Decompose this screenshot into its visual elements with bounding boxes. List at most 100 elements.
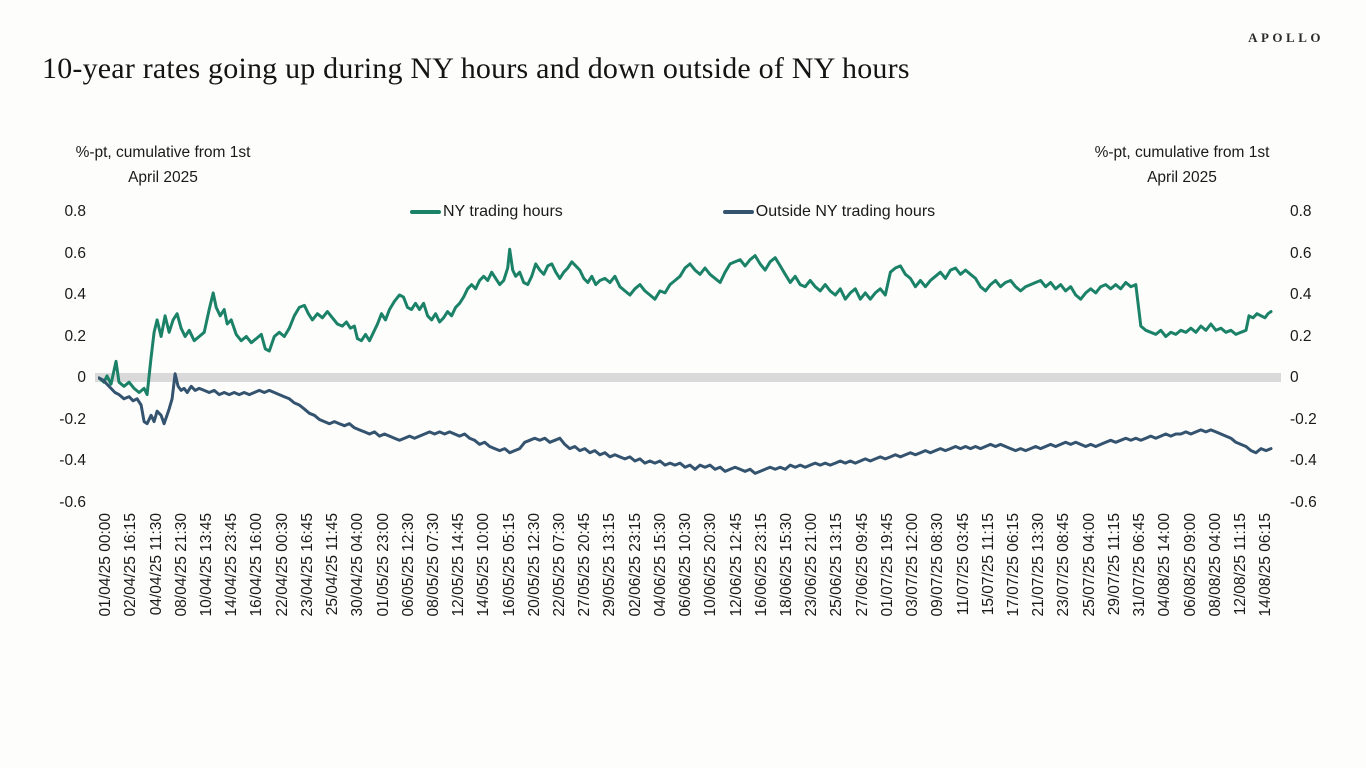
x-tick-slot: 21/07/25 13:30 — [1026, 513, 1051, 616]
x-tick-slot: 01/05/25 23:00 — [370, 513, 395, 616]
x-tick-slot: 02/06/25 23:15 — [623, 513, 648, 616]
x-axis: 01/04/25 00:00 02/04/25 16:15 04/04/25 11:… — [93, 513, 1278, 616]
x-tick-slot: 18/06/25 15:30 — [774, 513, 799, 616]
x-tick-label: 03/07/25 12:00 — [904, 513, 922, 617]
outside-ny-hours-line — [98, 372, 1273, 475]
x-tick-slot: 14/08/25 06:15 — [1253, 513, 1278, 616]
y-tick-label: 0.6 — [1290, 244, 1312, 262]
x-tick-slot: 14/05/25 10:00 — [471, 513, 496, 616]
x-tick-label: 15/07/25 11:15 — [979, 513, 997, 616]
y-tick-label: 0.2 — [64, 327, 86, 345]
x-tick-label: 22/05/25 07:30 — [551, 513, 569, 617]
x-tick-label: 08/08/25 04:00 — [1206, 513, 1224, 617]
x-tick-label: 23/06/25 21:00 — [803, 513, 821, 617]
x-tick-slot: 16/06/25 23:15 — [749, 513, 774, 616]
y-tick-label: 0.6 — [64, 244, 86, 262]
x-tick-slot: 25/07/25 04:00 — [1077, 513, 1102, 616]
x-tick-slot: 29/07/25 11:15 — [1102, 513, 1127, 615]
x-tick-slot: 08/08/25 04:00 — [1203, 513, 1228, 616]
y-axis-unit-label-right: %-pt, cumulative from 1st April 2025 — [1052, 140, 1312, 190]
outside-ny-hours-swatch — [722, 210, 754, 214]
x-tick-slot: 14/04/25 23:45 — [219, 513, 244, 616]
x-tick-label: 23/07/25 08:45 — [1055, 513, 1073, 617]
x-tick-label: 01/04/25 00:00 — [97, 513, 115, 617]
x-tick-slot: 02/04/25 16:15 — [118, 513, 143, 616]
y-tick-label: -0.2 — [1290, 410, 1317, 428]
x-tick-slot: 16/04/25 16:00 — [244, 513, 269, 616]
legend-label: Outside NY trading hours — [755, 203, 936, 220]
x-tick-label: 02/06/25 23:15 — [626, 513, 644, 617]
x-tick-label: 14/08/25 06:15 — [1257, 513, 1275, 617]
legend: NY trading hours Outside NY trading hour… — [410, 203, 935, 221]
x-tick-label: 31/07/25 06:45 — [1131, 513, 1149, 617]
x-tick-label: 04/08/25 14:00 — [1156, 513, 1174, 617]
x-tick-slot: 04/06/25 15:30 — [648, 513, 673, 616]
x-tick-slot: 23/06/25 21:00 — [799, 513, 824, 616]
x-tick-slot: 15/07/25 11:15 — [976, 513, 1001, 615]
x-tick-label: 17/07/25 06:15 — [1004, 513, 1022, 617]
x-tick-label: 04/04/25 11:30 — [147, 513, 165, 616]
plot-area — [98, 247, 1273, 475]
x-tick-slot: 17/07/25 06:15 — [1001, 513, 1026, 616]
x-tick-label: 01/05/25 23:00 — [374, 513, 392, 617]
x-tick-slot: 23/04/25 16:45 — [295, 513, 320, 616]
chart-title: 10-year rates going up during NY hours a… — [42, 52, 910, 85]
x-tick-slot: 29/05/25 13:15 — [597, 513, 622, 616]
y-tick-label: 0.8 — [64, 203, 86, 220]
x-tick-label: 29/07/25 11:15 — [1105, 513, 1123, 616]
apollo-logo: APOLLO — [1248, 30, 1324, 45]
x-tick-label: 10/04/25 13:45 — [197, 513, 215, 617]
x-tick-slot: 12/08/25 11:15 — [1228, 513, 1253, 615]
x-tick-slot: 16/05/25 05:15 — [497, 513, 522, 616]
x-tick-label: 08/05/25 07:30 — [424, 513, 442, 617]
x-tick-slot: 25/04/25 11:45 — [320, 513, 345, 615]
unit-label-line2: April 2025 — [1147, 169, 1217, 186]
x-tick-label: 14/05/25 10:00 — [475, 513, 493, 617]
x-tick-label: 12/05/25 14:45 — [450, 513, 468, 617]
unit-label-line2: April 2025 — [128, 169, 198, 186]
x-tick-slot: 03/07/25 12:00 — [900, 513, 925, 616]
x-tick-slot: 06/05/25 12:30 — [396, 513, 421, 616]
x-tick-label: 06/05/25 12:30 — [399, 513, 417, 617]
ny-hours-swatch — [410, 210, 441, 214]
x-tick-slot: 23/07/25 08:45 — [1051, 513, 1076, 616]
y-tick-label: -0.6 — [59, 493, 86, 511]
x-tick-label: 25/06/25 13:15 — [828, 513, 846, 617]
x-tick-slot: 01/04/25 00:00 — [93, 513, 118, 616]
x-tick-label: 06/08/25 09:00 — [1181, 513, 1199, 617]
x-tick-label: 20/05/25 12:30 — [525, 513, 543, 617]
x-tick-slot: 08/05/25 07:30 — [421, 513, 446, 616]
x-tick-slot: 22/04/25 00:30 — [270, 513, 295, 616]
x-tick-label: 16/06/25 23:15 — [752, 513, 770, 617]
x-tick-label: 02/04/25 16:15 — [122, 513, 140, 617]
ny-hours-line — [98, 247, 1273, 397]
x-tick-slot: 04/08/25 14:00 — [1152, 513, 1177, 616]
x-tick-label: 16/05/25 05:15 — [500, 513, 518, 617]
y-tick-label: 0.8 — [1290, 203, 1312, 220]
y-tick-label: 0 — [77, 369, 86, 386]
legend-label: NY trading hours — [443, 203, 563, 220]
legend-item-ny-hours: NY trading hours — [410, 203, 563, 221]
x-tick-label: 27/06/25 09:45 — [853, 513, 871, 617]
x-tick-slot: 06/06/25 10:30 — [673, 513, 698, 616]
x-tick-slot: 12/05/25 14:45 — [446, 513, 471, 616]
x-tick-label: 22/04/25 00:30 — [273, 513, 291, 617]
x-tick-slot: 20/05/25 12:30 — [522, 513, 547, 616]
y-tick-label: -0.6 — [1290, 493, 1317, 511]
x-tick-slot: 04/04/25 11:30 — [143, 513, 168, 615]
x-tick-slot: 22/05/25 07:30 — [547, 513, 572, 616]
unit-label-line1: %-pt, cumulative from 1st — [1094, 144, 1270, 161]
x-tick-slot: 09/07/25 08:30 — [925, 513, 950, 616]
y-tick-label: 0.4 — [64, 286, 86, 303]
x-tick-label: 18/06/25 15:30 — [778, 513, 796, 617]
x-tick-label: 04/06/25 15:30 — [651, 513, 669, 617]
x-tick-slot: 08/04/25 21:30 — [169, 513, 194, 616]
y-axis-unit-label-left: %-pt, cumulative from 1st April 2025 — [33, 140, 293, 190]
x-tick-label: 25/07/25 04:00 — [1080, 513, 1098, 617]
x-tick-label: 08/04/25 21:30 — [172, 513, 190, 617]
y-tick-label: -0.4 — [59, 452, 86, 469]
unit-label-line1: %-pt, cumulative from 1st — [75, 144, 251, 161]
x-tick-label: 09/07/25 08:30 — [929, 513, 947, 617]
x-tick-label: 01/07/25 19:45 — [878, 513, 896, 617]
